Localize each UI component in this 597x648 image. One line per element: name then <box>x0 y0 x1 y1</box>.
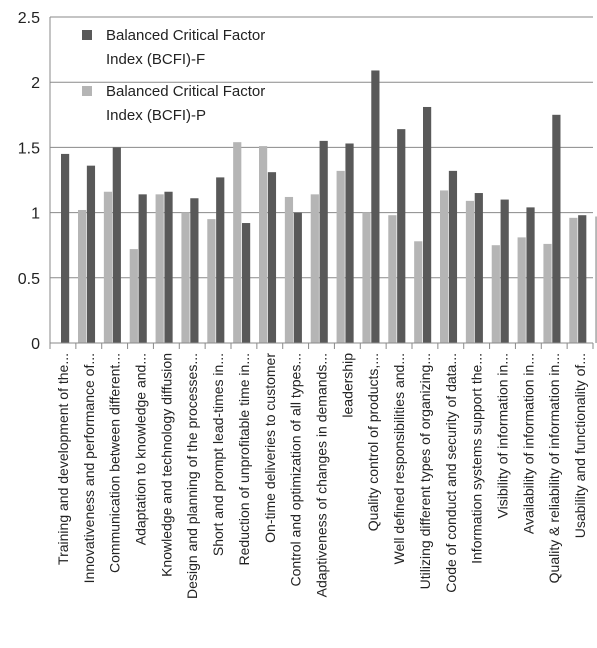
bar-series-1 <box>293 212 302 343</box>
x-tick-label: Training and development of the... <box>55 353 71 565</box>
x-tick-label: Usability and functionality of... <box>572 353 588 538</box>
y-tick-label: 2 <box>31 75 40 92</box>
x-tick-label: Short and prompt lead-times in... <box>210 353 226 556</box>
x-tick-label: Availability of information in... <box>520 353 536 534</box>
bar-series-1 <box>267 172 277 343</box>
y-tick-label: 0 <box>31 336 40 353</box>
bar-series-1 <box>242 223 251 343</box>
bar-series-1 <box>474 193 483 343</box>
bar-series-2 <box>388 215 397 343</box>
legend-label: Index (BCFI)-F <box>106 51 205 68</box>
bar-series-2 <box>181 212 190 343</box>
bar-series-1 <box>397 129 406 343</box>
x-tick-label: Design and planning of the processes... <box>184 353 200 599</box>
x-tick-label: Adaptation to knowledge and... <box>133 353 149 545</box>
x-tick-label: Control and optimization of all types... <box>288 353 304 586</box>
bar-series-2 <box>129 249 138 343</box>
bar-series-1 <box>61 153 70 343</box>
x-tick-label: Utilizing different types of organizing.… <box>417 353 433 589</box>
legend-label: Balanced Critical Factor <box>106 27 265 44</box>
y-tick-label: 1 <box>31 206 40 223</box>
bar-series-2 <box>569 217 578 343</box>
bar-series-2 <box>517 237 526 343</box>
bar-series-1 <box>423 106 432 343</box>
bar-series-1 <box>86 165 96 343</box>
bar-series-2 <box>414 241 423 343</box>
x-tick-label: leadership <box>339 353 355 418</box>
bar-series-2 <box>233 142 242 343</box>
bar-series-1 <box>319 140 328 343</box>
legend-label: Index (BCFI)-P <box>106 107 206 124</box>
x-tick-label: Quality control of products,... <box>365 353 381 531</box>
bar-series-2 <box>207 219 216 343</box>
bar-series-1 <box>500 199 509 343</box>
bar-series-2 <box>155 194 164 343</box>
x-tick-label: Information systems support the... <box>469 353 485 564</box>
x-tick-label: Communication between different... <box>107 353 123 573</box>
bars <box>61 70 597 344</box>
bar-series-2 <box>284 196 294 343</box>
bar-series-2 <box>78 209 87 343</box>
x-tick-label: Adaptiveness of changes in demands... <box>314 353 330 597</box>
x-tick-label: Innovativeness and performance of... <box>81 353 97 583</box>
bar-series-1 <box>164 191 173 343</box>
legend: Balanced Critical Factor Index (BCFI)-F Ba… <box>82 27 265 124</box>
legend-swatch-2 <box>82 86 92 96</box>
bar-series-1 <box>345 143 354 343</box>
y-tick-labels: 0 0.5 1 1.5 2 2.5 <box>18 10 40 353</box>
x-tick-label: Reduction of unprofitable time in... <box>236 353 252 565</box>
bar-series-2 <box>336 170 345 343</box>
x-tick-labels: Training and development of the... Innova… <box>55 353 588 599</box>
bar-series-2 <box>259 146 268 343</box>
bar-series-2 <box>362 212 371 343</box>
bar-series-2 <box>103 191 113 343</box>
bar-series-1 <box>448 170 458 343</box>
bar-series-1 <box>216 177 225 343</box>
bar-series-2 <box>440 190 449 343</box>
bar-series-1 <box>552 114 561 343</box>
bar-series-2 <box>465 200 475 343</box>
x-tick-label: Knowledge and technology diffusion <box>158 353 174 577</box>
bar-series-1 <box>526 207 535 343</box>
bar-series-2 <box>310 194 319 343</box>
legend-label: Balanced Critical Factor <box>106 83 265 100</box>
bar-series-1 <box>138 194 147 343</box>
y-tick-label: 1.5 <box>18 140 40 157</box>
bar-series-2 <box>543 243 552 343</box>
bar-series-1 <box>190 198 199 343</box>
x-tick-label: Visibility of information in... <box>495 353 511 518</box>
legend-swatch-1 <box>82 30 92 40</box>
y-tick-label: 0.5 <box>18 271 40 288</box>
bar-series-2 <box>491 245 500 343</box>
axes <box>49 17 594 349</box>
x-tick-label: On-time deliveries to customer <box>262 353 278 543</box>
y-tick-label: 2.5 <box>18 10 40 27</box>
bar-series-1 <box>371 70 380 344</box>
x-tick-label: Well defined responsibilities and... <box>391 353 407 564</box>
bar-series-1 <box>112 147 121 343</box>
bar-series-2 <box>595 216 597 343</box>
x-tick-label: Quality & reliability of information in.… <box>546 353 562 583</box>
bar-series-1 <box>578 215 587 343</box>
x-tick-label: Code of conduct and security of data... <box>443 353 459 593</box>
